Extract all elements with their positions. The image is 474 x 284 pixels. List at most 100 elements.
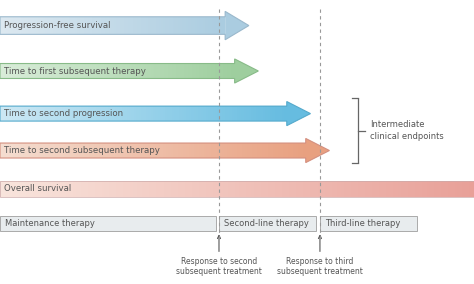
Bar — [148, 143, 150, 158]
Bar — [469, 181, 472, 197]
Bar — [270, 106, 273, 121]
Text: Time to second progression: Time to second progression — [4, 109, 123, 118]
Bar — [220, 181, 223, 197]
Bar — [109, 181, 111, 197]
Bar — [260, 143, 263, 158]
Bar — [213, 181, 216, 197]
Bar — [174, 106, 177, 121]
Bar — [221, 64, 223, 78]
Bar — [100, 17, 101, 34]
Bar — [31, 181, 33, 197]
Bar — [82, 17, 84, 34]
Bar — [135, 181, 137, 197]
Bar — [219, 17, 221, 34]
Bar — [184, 17, 186, 34]
Bar — [339, 181, 341, 197]
Bar — [263, 106, 265, 121]
Bar — [161, 143, 163, 158]
Bar — [189, 106, 191, 121]
Bar — [398, 181, 401, 197]
Bar — [232, 143, 234, 158]
Bar — [218, 181, 220, 197]
Bar — [51, 17, 53, 34]
Bar — [280, 143, 283, 158]
Bar — [258, 181, 261, 197]
Bar — [82, 64, 84, 78]
Bar — [275, 181, 277, 197]
Bar — [234, 106, 237, 121]
Bar — [296, 143, 298, 158]
Bar — [169, 17, 171, 34]
Bar — [211, 181, 213, 197]
Bar — [220, 106, 222, 121]
Bar — [141, 106, 143, 121]
Bar — [401, 181, 403, 197]
Bar — [155, 64, 156, 78]
Bar — [52, 181, 55, 197]
Bar — [104, 64, 106, 78]
Bar — [64, 106, 67, 121]
Bar — [379, 181, 382, 197]
Bar — [244, 181, 246, 197]
Bar — [177, 106, 179, 121]
Bar — [211, 143, 214, 158]
Bar — [2, 106, 5, 121]
Bar — [270, 143, 273, 158]
Bar — [21, 17, 23, 34]
Bar — [191, 106, 193, 121]
Bar — [76, 143, 79, 158]
Bar — [453, 181, 455, 197]
Bar — [248, 106, 251, 121]
Bar — [196, 143, 199, 158]
Bar — [36, 143, 38, 158]
Bar — [171, 143, 173, 158]
Bar — [363, 181, 365, 197]
Bar — [203, 64, 205, 78]
Bar — [90, 17, 92, 34]
Bar — [193, 17, 195, 34]
Bar — [438, 181, 441, 197]
Bar — [261, 181, 263, 197]
Text: Overall survival: Overall survival — [4, 184, 71, 193]
Bar — [122, 17, 124, 34]
Bar — [201, 17, 203, 34]
Bar — [86, 64, 88, 78]
Bar — [460, 181, 462, 197]
Bar — [81, 17, 82, 34]
Bar — [292, 181, 294, 197]
Bar — [208, 106, 210, 121]
Bar — [296, 181, 299, 197]
Bar — [178, 181, 180, 197]
Bar — [268, 181, 270, 197]
Bar — [227, 64, 229, 78]
Bar — [2, 181, 5, 197]
Bar — [35, 64, 37, 78]
Bar — [32, 17, 34, 34]
Bar — [209, 64, 211, 78]
Bar — [282, 181, 284, 197]
Bar — [125, 64, 127, 78]
Bar — [8, 17, 9, 34]
Bar — [86, 17, 88, 34]
Bar — [55, 64, 57, 78]
Bar — [54, 143, 56, 158]
Bar — [448, 181, 450, 197]
Bar — [197, 17, 199, 34]
Bar — [108, 106, 110, 121]
Bar — [41, 17, 43, 34]
Bar — [61, 64, 63, 78]
Bar — [0, 216, 216, 231]
Bar — [16, 64, 18, 78]
Bar — [33, 181, 36, 197]
Bar — [201, 143, 204, 158]
Bar — [261, 106, 263, 121]
Bar — [96, 17, 98, 34]
Bar — [163, 17, 165, 34]
Bar — [417, 181, 419, 197]
Bar — [143, 106, 146, 121]
Bar — [7, 106, 9, 121]
Bar — [18, 64, 19, 78]
Bar — [43, 64, 45, 78]
Bar — [231, 64, 233, 78]
Bar — [210, 17, 212, 34]
